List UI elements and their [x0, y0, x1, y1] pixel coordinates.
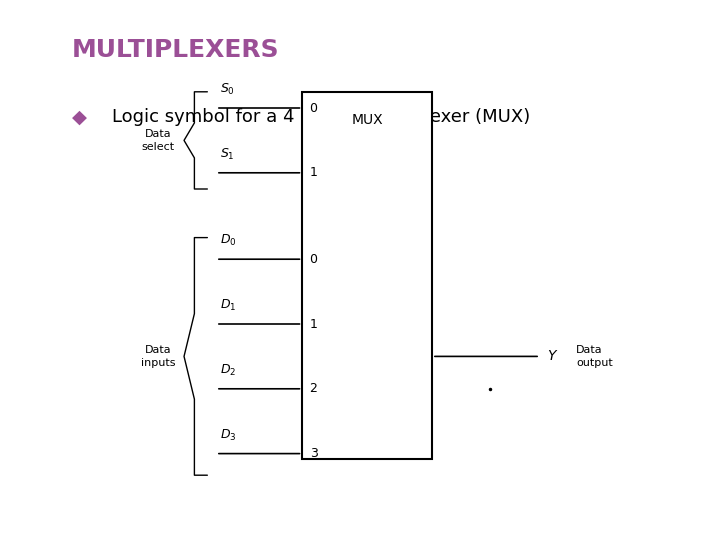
Text: $S_1$: $S_1$ — [220, 147, 234, 162]
Text: Logic symbol for a 4 – input multiplexer (MUX): Logic symbol for a 4 – input multiplexer… — [112, 108, 530, 126]
Text: 1: 1 — [310, 166, 318, 179]
Text: $Y$: $Y$ — [547, 349, 559, 363]
Text: MUX: MUX — [351, 113, 383, 127]
Text: $D_1$: $D_1$ — [220, 298, 236, 313]
Text: ◆: ◆ — [72, 108, 87, 127]
Text: 3: 3 — [310, 447, 318, 460]
Text: 51: 51 — [654, 509, 678, 528]
Text: 2: 2 — [310, 382, 318, 395]
FancyBboxPatch shape — [302, 92, 432, 459]
Text: 0: 0 — [310, 253, 318, 266]
Text: Data
select: Data select — [142, 129, 175, 152]
Text: $S_0$: $S_0$ — [220, 82, 235, 97]
Text: 0: 0 — [310, 102, 318, 114]
Text: $D_0$: $D_0$ — [220, 233, 236, 248]
Text: $D_2$: $D_2$ — [220, 363, 236, 378]
Text: Data
inputs: Data inputs — [141, 345, 176, 368]
Text: MULTIPLEXERS: MULTIPLEXERS — [72, 38, 279, 62]
Text: Data
output: Data output — [576, 345, 613, 368]
Text: 1: 1 — [310, 318, 318, 330]
Text: $D_3$: $D_3$ — [220, 428, 236, 443]
